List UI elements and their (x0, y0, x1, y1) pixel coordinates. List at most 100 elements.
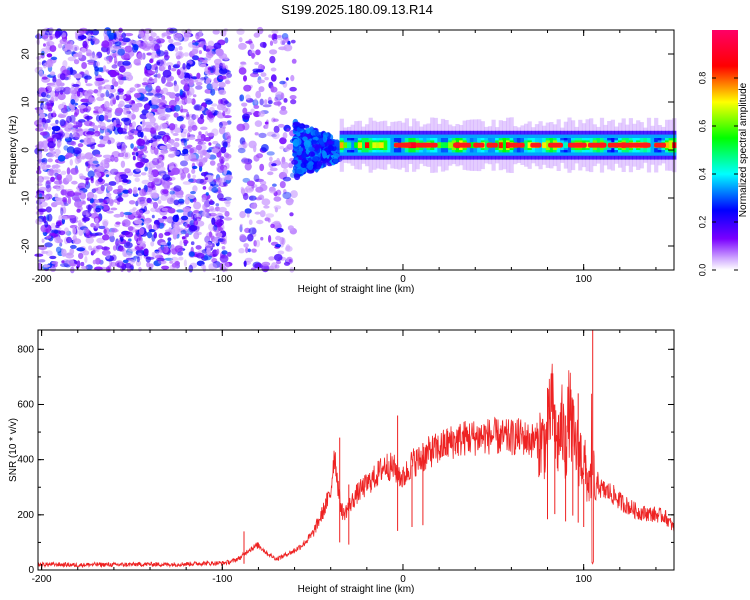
noise-blob (279, 137, 287, 145)
noise-blob (112, 189, 122, 195)
noise-blob (81, 265, 89, 270)
noise-blob (259, 180, 267, 186)
transition-blob (308, 147, 315, 152)
noise-blob (104, 35, 109, 42)
noise-blob (104, 170, 112, 177)
noise-blob (213, 178, 217, 183)
noise-blob (82, 137, 92, 146)
noise-blob (150, 146, 155, 155)
noise-blob (47, 126, 52, 131)
noise-blob (150, 32, 157, 38)
noise-blob (89, 144, 95, 149)
noise-blob (60, 206, 64, 211)
noise-blob (191, 48, 199, 55)
noise-blob (66, 115, 72, 123)
noise-blob (289, 86, 297, 92)
noise-blob (168, 38, 174, 44)
noise-blob (205, 48, 210, 53)
noise-blob (151, 251, 155, 258)
noise-blob (156, 61, 161, 65)
spectrogram-y-ticks: -20 -10 0 10 20 (21, 48, 674, 253)
colorbar-tick-label: 0.2 (697, 216, 707, 229)
noise-blob (115, 221, 121, 225)
noise-blob (37, 141, 44, 148)
noise-blob (45, 180, 51, 189)
ridge-band (498, 142, 503, 149)
noise-blob (57, 43, 63, 49)
noise-blob (275, 244, 282, 248)
noise-blob (134, 233, 138, 242)
noise-blob (148, 77, 153, 81)
noise-blob (254, 211, 261, 215)
transition-blob (292, 121, 301, 127)
noise-blob (119, 174, 129, 180)
noise-blob (142, 119, 146, 128)
ridge-band (390, 138, 395, 153)
noise-blob (251, 184, 255, 189)
noise-blob (285, 77, 289, 81)
noise-blob (65, 123, 74, 129)
noise-blob (117, 197, 124, 202)
noise-blob (216, 103, 225, 111)
noise-blob (153, 231, 157, 239)
noise-blob (289, 95, 297, 100)
x-tick-label: -200 (32, 574, 52, 585)
noise-blob (77, 104, 87, 109)
noise-blob (139, 227, 145, 236)
colorbar-tick-label: 0.8 (697, 72, 707, 85)
noise-blob (254, 98, 258, 105)
noise-blob (180, 105, 184, 113)
noise-blob (74, 134, 80, 140)
noise-blob (81, 47, 87, 53)
noise-blob (122, 93, 132, 101)
noise-blob (213, 42, 222, 50)
noise-blob (202, 59, 208, 64)
transition-blob (327, 140, 334, 145)
noise-blob (181, 236, 186, 240)
noise-blob (122, 259, 129, 264)
x-tick-label: 100 (575, 574, 592, 585)
noise-blob (174, 221, 181, 226)
noise-blob (78, 228, 84, 236)
noise-blob (195, 144, 203, 151)
noise-blob (179, 240, 183, 247)
noise-blob (143, 103, 151, 111)
noise-blob (192, 197, 197, 203)
noise-blob (171, 262, 177, 268)
noise-blob (53, 168, 62, 174)
noise-blob (94, 154, 102, 158)
noise-blob (156, 257, 165, 262)
ridge-core (654, 142, 666, 148)
spectrogram-x-label: Height of straight line (km) (298, 284, 415, 295)
noise-blob (170, 138, 174, 146)
noise-blob (158, 233, 164, 239)
noise-blob (43, 43, 46, 47)
noise-blob (175, 93, 181, 97)
noise-blob (82, 217, 90, 222)
noise-blob (217, 186, 221, 194)
noise-blob (41, 238, 45, 243)
noise-blob (274, 96, 279, 102)
noise-blob (221, 140, 228, 147)
noise-blob (137, 52, 144, 61)
noise-blob (260, 72, 267, 77)
x-tick-label: -200 (32, 274, 52, 285)
noise-blob (248, 227, 257, 235)
noise-blob (189, 220, 195, 227)
noise-blob (215, 48, 224, 57)
noise-blob (173, 127, 182, 133)
ridge-core (530, 142, 542, 148)
noise-blob (106, 210, 114, 214)
noise-blob (208, 223, 215, 232)
noise-blob (211, 81, 219, 89)
noise-blob (82, 200, 86, 205)
transition-blob (332, 153, 340, 159)
noise-blob (74, 108, 80, 116)
noise-blob (43, 264, 51, 268)
noise-blob (116, 118, 121, 126)
noise-blob (255, 239, 261, 248)
noise-blob (167, 65, 172, 71)
noise-blob (197, 133, 205, 142)
noise-blob (182, 206, 191, 213)
